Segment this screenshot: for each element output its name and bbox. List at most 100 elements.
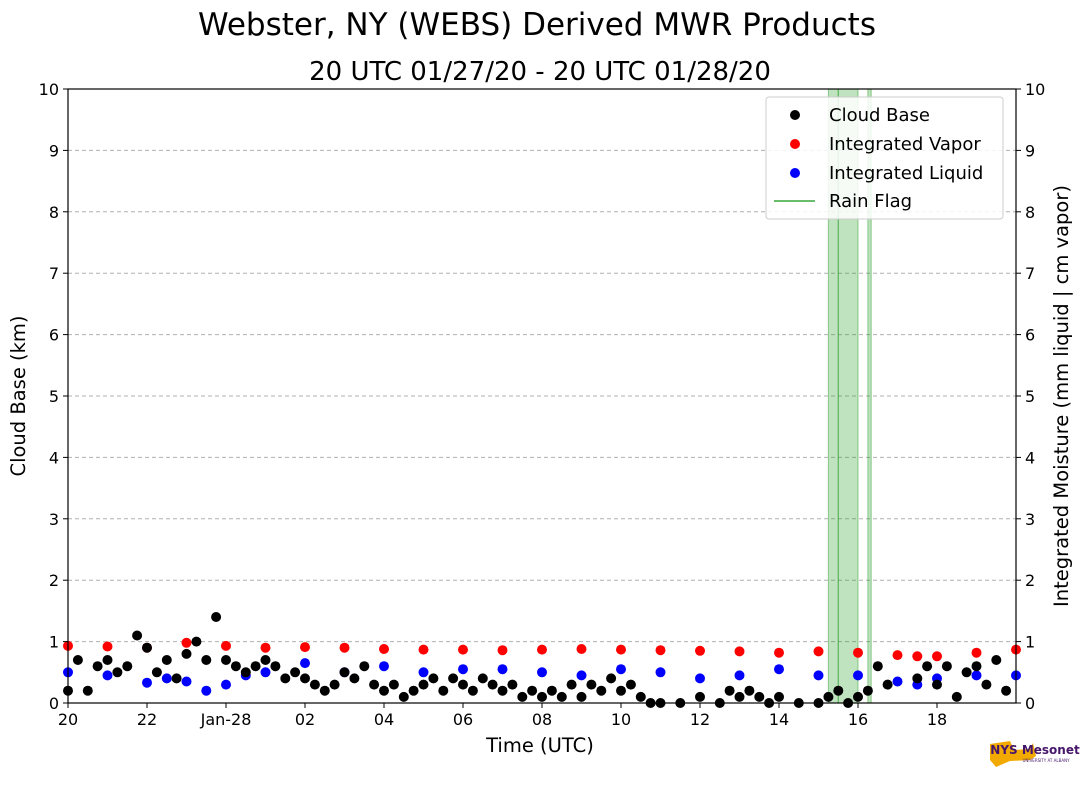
cloud-base-point <box>981 679 992 690</box>
integrated-liquid-point <box>201 685 212 696</box>
cloud-base-point <box>487 679 498 690</box>
y-tick-label-right: 6 <box>1025 326 1035 345</box>
cloud-base-point <box>428 673 439 684</box>
cloud-base-point <box>576 691 587 702</box>
y-tick-label-left: 5 <box>49 387 59 406</box>
integrated-vapor-point <box>339 642 350 653</box>
y-tick-label-right: 7 <box>1025 264 1035 283</box>
cloud-base-point <box>448 673 459 684</box>
integrated-liquid-point <box>497 664 508 675</box>
integrated-liquid-point <box>734 670 745 681</box>
cloud-base-point <box>161 655 172 665</box>
y-tick-label-right: 2 <box>1025 571 1035 590</box>
integrated-vapor-point <box>102 641 113 652</box>
integrated-liquid-point <box>616 664 626 675</box>
y-tick-label-right: 9 <box>1025 141 1035 160</box>
y-tick-label-left: 1 <box>49 633 59 652</box>
y-axis-label-left: Cloud Base (km) <box>7 315 30 476</box>
integrated-liquid-point <box>260 667 271 678</box>
cloud-base-point <box>260 655 271 665</box>
integrated-liquid-point <box>971 670 982 681</box>
cloud-base-point <box>744 685 755 696</box>
y-tick-label-right: 10 <box>1025 80 1045 99</box>
cloud-base-point <box>527 685 538 696</box>
cloud-base-point <box>250 661 261 672</box>
cloud-base-point <box>181 648 192 659</box>
cloud-base-point <box>458 679 468 690</box>
cloud-base-point <box>853 691 863 702</box>
integrated-vapor-point <box>971 647 982 658</box>
legend-box <box>765 96 1004 220</box>
integrated-liquid-point <box>161 673 172 684</box>
y-tick-label-right: 4 <box>1025 448 1035 467</box>
cloud-base-point <box>438 685 449 696</box>
x-tick-label: 22 <box>137 710 157 729</box>
cloud-base-point <box>122 661 133 672</box>
x-tick-label: 02 <box>295 710 315 729</box>
cloud-base-point <box>971 661 982 672</box>
y-tick-label-left: 4 <box>49 448 59 467</box>
gridlines <box>68 149 1016 643</box>
cloud-base-point <box>290 667 301 678</box>
integrated-liquid-point <box>774 664 784 675</box>
cloud-base-point <box>596 685 607 696</box>
cloud-base-point <box>319 685 330 696</box>
integrated-liquid-point <box>695 673 705 684</box>
cloud-base-point <box>240 667 251 678</box>
x-tick-label: 14 <box>769 710 789 729</box>
cloud-base-point <box>754 691 765 702</box>
y-tick-label-right: 3 <box>1025 510 1035 529</box>
integrated-vapor-point <box>537 644 547 655</box>
cloud-base-point <box>329 679 340 690</box>
cloud-base-point <box>102 655 113 665</box>
y-tick-label-left: 3 <box>49 510 59 529</box>
y-ticks-left: 0 1 2 3 4 5 6 7 8 9 10 <box>39 80 68 713</box>
y-tick-label-left: 0 <box>49 694 59 713</box>
x-axis-label: Time (UTC) <box>485 734 594 757</box>
integrated-vapor-point <box>616 644 626 655</box>
integrated-liquid-point <box>102 670 113 681</box>
x-tick-label: Jan-28 <box>200 710 252 729</box>
integrated-vapor-point <box>695 645 705 656</box>
integrated-vapor-point <box>260 642 271 653</box>
integrated-vapor-point <box>853 647 863 658</box>
cloud-base-point <box>398 691 409 702</box>
y-tick-label-left: 6 <box>49 326 59 345</box>
cloud-base-point <box>566 679 577 690</box>
cloud-base-point <box>82 685 93 696</box>
cloud-base-point <box>339 667 350 678</box>
integrated-liquid-point <box>221 679 231 690</box>
cloud-base-point <box>833 685 844 696</box>
cloud-base-point <box>872 661 883 672</box>
cloud-base-point <box>695 691 705 702</box>
cloud-base-point <box>882 679 893 690</box>
x-tick-label: 20 <box>58 710 78 729</box>
x-tick-label: 18 <box>927 710 947 729</box>
cloud-base-point <box>556 691 567 702</box>
cloud-base-point <box>734 691 745 702</box>
legend-label-rain-flag: Rain Flag <box>829 191 912 212</box>
integrated-vapor-point <box>892 650 903 661</box>
y-tick-label-right: 0 <box>1025 694 1035 713</box>
cloud-base-point <box>221 655 231 665</box>
x-tick-label: 06 <box>453 710 473 729</box>
cloud-base-point <box>991 655 1002 665</box>
integrated-liquid-point <box>142 677 152 688</box>
integrated-liquid-point <box>655 667 666 678</box>
cloud-base-point <box>349 673 360 684</box>
cloud-base-point <box>201 655 212 665</box>
x-tick-label: 04 <box>374 710 394 729</box>
legend-marker-integrated-liquid <box>790 168 800 178</box>
cloud-base-point <box>359 661 370 672</box>
integrated-liquid-point <box>300 658 310 669</box>
cloud-base-point <box>922 661 933 672</box>
integrated-vapor-point <box>774 647 784 658</box>
integrated-liquid-point <box>813 670 824 681</box>
cloud-base-point <box>142 642 152 653</box>
integrated-vapor-point <box>458 644 468 655</box>
x-ticks: 20 22 Jan-28 02 04 06 08 10 12 14 16 18 <box>58 703 947 729</box>
cloud-base-point <box>230 661 241 672</box>
y-tick-label-left: 9 <box>49 141 59 160</box>
y-tick-label-right: 1 <box>1025 633 1035 652</box>
